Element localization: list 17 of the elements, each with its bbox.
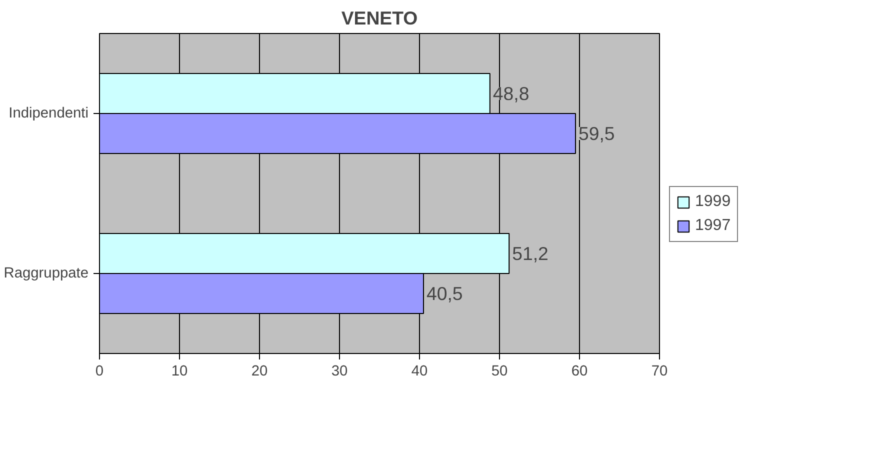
y-tick-label: Raggruppate	[4, 266, 89, 282]
x-tick-label: 30	[331, 364, 348, 380]
x-tick-label: 10	[171, 364, 188, 380]
x-tick-label: 0	[95, 364, 104, 380]
data-label: 48,8	[492, 83, 530, 104]
data-label: 40,5	[426, 283, 463, 304]
x-tick-label: 40	[411, 364, 428, 380]
x-tick-label: 50	[491, 364, 508, 380]
data-label: 51,2	[512, 243, 548, 264]
x-tick-label: 70	[651, 364, 668, 380]
data-label: 59,5	[578, 123, 615, 144]
legend-label: 1997	[695, 217, 731, 235]
x-tick-label: 20	[251, 364, 268, 380]
x-tick-label: 60	[571, 364, 588, 380]
y-tick-label: Indipendenti	[8, 106, 89, 122]
chart-title: VENETO	[341, 8, 418, 28]
legend-label: 1999	[695, 193, 731, 211]
